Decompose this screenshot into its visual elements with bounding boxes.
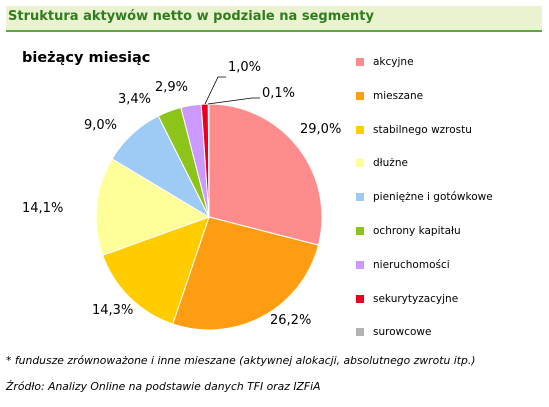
legend-item: pieniężne i gotówkowe <box>356 189 493 205</box>
data-label-8: 1,0% <box>228 60 261 75</box>
data-label-2: 26,2% <box>270 313 311 328</box>
data-label-1: 29,0% <box>300 122 341 137</box>
legend-swatch <box>356 294 364 303</box>
legend-label: ochrony kapitału <box>373 225 461 237</box>
legend-swatch <box>356 159 364 168</box>
chart-title: Struktura aktywów netto w podziale na se… <box>8 9 374 24</box>
legend-item: dłużne <box>356 155 408 171</box>
legend-item: ochrony kapitału <box>356 223 461 239</box>
legend-label: pieniężne i gotówkowe <box>373 191 493 204</box>
legend-item: akcyjne <box>356 54 414 70</box>
pie-slice-1 <box>208 103 323 246</box>
legend-item: surowcowe <box>356 324 431 340</box>
legend-item: stabilnego wzrostu <box>356 122 472 138</box>
legend-item: nieruchomości <box>356 257 450 273</box>
data-label-5: 9,0% <box>84 118 117 133</box>
legend: akcyjne mieszane stabilnego wzrostu dłużne p… <box>356 54 542 344</box>
legend-swatch <box>356 91 364 100</box>
data-label-7: 2,9% <box>155 80 188 95</box>
data-label-3: 14,3% <box>92 303 133 318</box>
header-bar: Struktura aktywów netto w podziale na se… <box>6 6 542 32</box>
legend-swatch <box>356 227 364 235</box>
legend-label: nieruchomości <box>373 258 450 271</box>
legend-item: sekurytyzacyjne <box>356 291 458 307</box>
data-label-6: 3,4% <box>118 92 151 107</box>
legend-label: stabilnego wzrostu <box>373 123 472 136</box>
legend-label: dłużne <box>373 157 408 170</box>
footnote: * fundusze zrównoważone i inne mieszane … <box>6 354 476 367</box>
legend-label: akcyjne <box>373 56 414 68</box>
legend-swatch <box>356 125 364 134</box>
legend-swatch <box>356 328 364 337</box>
data-label-9: 0,1% <box>262 86 295 101</box>
legend-label: surowcowe <box>373 326 432 339</box>
pie-slice-3 <box>102 216 210 325</box>
pie-slice-2 <box>172 216 320 331</box>
leader-line-8 <box>204 76 226 105</box>
legend-swatch <box>356 58 364 66</box>
data-label-4: 14,1% <box>22 201 63 216</box>
chart-subtitle: bieżący miesiąc <box>22 50 151 66</box>
legend-swatch <box>356 193 364 202</box>
pie-slice-9 <box>207 103 210 218</box>
leader-line-9 <box>207 97 260 105</box>
source-note: Źródło: Analizy Online na podstawie dany… <box>6 380 321 393</box>
pie-slice-4 <box>95 158 211 256</box>
legend-item: mieszane <box>356 88 423 104</box>
legend-label: sekurytyzacyjne <box>373 292 459 305</box>
legend-label: mieszane <box>373 89 424 102</box>
legend-swatch <box>356 260 364 269</box>
